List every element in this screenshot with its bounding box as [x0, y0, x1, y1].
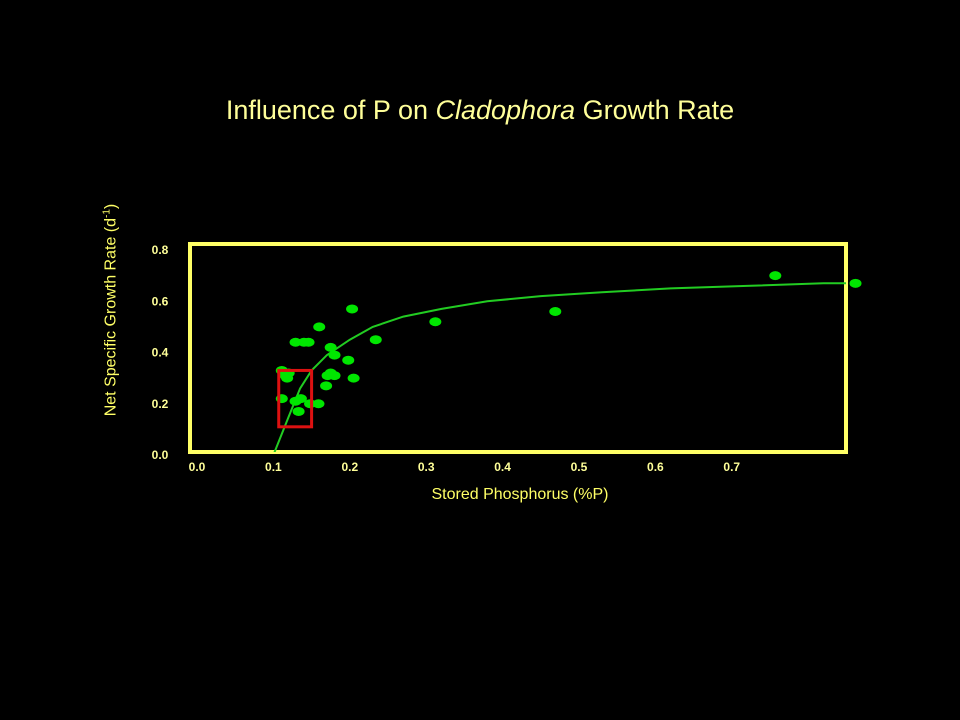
data-point [347, 373, 360, 383]
y-axis-label-superscript: -1 [101, 209, 113, 218]
x-tick-label: 0.1 [265, 460, 282, 474]
y-axis-label-end: ) [102, 203, 120, 210]
data-point [369, 335, 382, 345]
data-point [289, 337, 302, 347]
y-tick-label: 0.4 [152, 346, 169, 360]
highlight-box [277, 368, 314, 429]
x-axis-label: Stored Phosphorus (%P) [431, 486, 609, 503]
y-tick-label: 0.0 [152, 448, 169, 462]
data-point [279, 371, 292, 381]
chart-title-species: Cladophora [435, 95, 576, 125]
plot-frame [188, 242, 848, 454]
data-point [549, 307, 562, 316]
chart-title: Influence of P on Cladophora Growth Rate [0, 95, 960, 126]
data-point [320, 381, 333, 391]
x-tick-label: 0.5 [571, 460, 588, 474]
data-point [429, 317, 442, 327]
x-tick-label: 0.2 [341, 460, 358, 474]
fitted-curve [273, 282, 846, 452]
y-axis-label-main: Net Specific Growth Rate (d [102, 217, 120, 417]
data-point [324, 342, 337, 352]
data-point [849, 278, 862, 288]
x-tick-label: 0.4 [494, 460, 511, 474]
x-tick-label: 0.0 [189, 460, 206, 474]
x-tick-label: 0.6 [647, 460, 664, 474]
data-point [313, 322, 326, 332]
chart-title-prefix: Influence of P on [225, 95, 436, 125]
data-point [769, 271, 782, 281]
data-point [328, 350, 341, 360]
x-tick-label: 0.3 [418, 460, 435, 474]
y-axis-label: Net Specific Growth Rate (d-1) [101, 204, 120, 417]
x-tick-label: 0.7 [723, 460, 740, 474]
y-tick-label: 0.8 [152, 243, 169, 257]
data-point [321, 371, 334, 381]
data-point [289, 396, 302, 406]
chart-title-suffix: Growth Rate [575, 95, 735, 125]
data-point [292, 406, 305, 416]
data-point [302, 337, 315, 347]
data-point [312, 399, 325, 409]
data-point [342, 355, 355, 365]
y-tick-label: 0.2 [152, 397, 169, 411]
y-tick-label: 0.6 [152, 294, 169, 308]
data-point [346, 304, 359, 314]
